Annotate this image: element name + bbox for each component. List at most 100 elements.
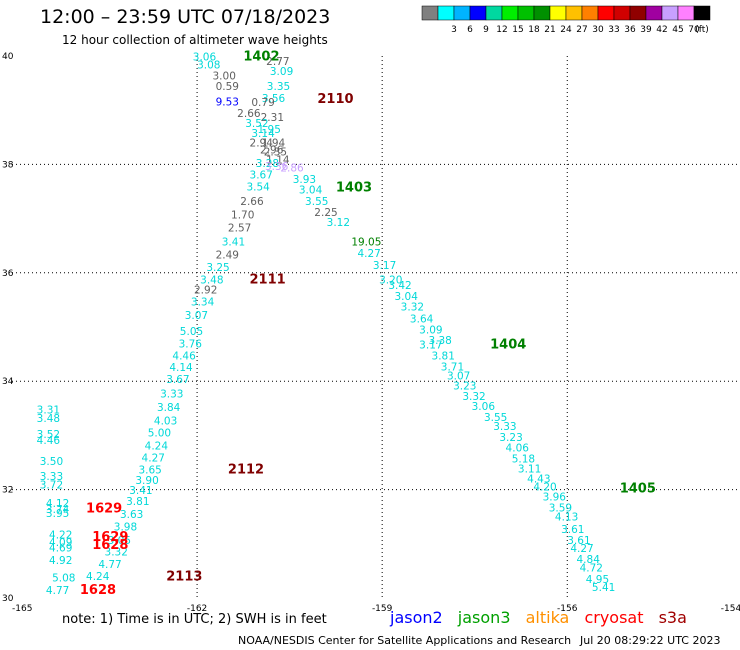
legend-tick-label: 24 (560, 25, 572, 35)
wave-height-value: 3.55 (484, 412, 507, 424)
wave-height-value: 3.06 (472, 401, 496, 413)
wave-height-value: 4.77 (46, 585, 69, 597)
wave-height-value: 3.52 (245, 118, 268, 130)
wave-height-value: 3.42 (388, 280, 411, 292)
wave-height-value: 4.14 (169, 362, 193, 374)
wave-height-value: 3.98 (114, 521, 137, 533)
legend-tick-label: 45 (672, 25, 683, 35)
legend-tick-label: 36 (624, 25, 636, 35)
lon-tick-label: -165 (12, 604, 32, 612)
page-subtitle: 12 hour collection of altimeter wave hei… (62, 33, 328, 47)
pass-time-label: 2113 (166, 570, 202, 585)
wave-height-value: 3.71 (441, 361, 464, 373)
wave-height-map: -165-162-159-156-153-1544038363432303.06… (2, 49, 740, 612)
legend-tick-label: 27 (576, 25, 587, 35)
pass-time-label: 2112 (228, 462, 264, 477)
credit-line: NOAA/NESDIS Center for Satellite Applica… (238, 634, 572, 647)
wave-height-value: 3.35 (267, 81, 290, 93)
wave-height-value: 3.12 (327, 217, 350, 229)
wave-height-value: 3.04 (299, 185, 323, 197)
wave-height-value: 3.11 (518, 463, 541, 475)
pass-time-label: 1405 (620, 481, 656, 496)
wave-height-value: 1.95 (258, 124, 281, 136)
wave-height-value: 3.31 (37, 405, 60, 417)
wave-height-value: 3.59 (549, 502, 572, 514)
wave-height-value: 2.96 (260, 145, 284, 157)
wave-height-value: 2.25 (314, 207, 337, 219)
legend-tick-label: 33 (608, 25, 619, 35)
legend-tick-label: 30 (592, 25, 604, 35)
wave-height-value: 3.67 (166, 374, 189, 386)
legend-tick-label: 12 (496, 25, 507, 35)
wave-height-value: 3.07 (447, 371, 470, 383)
wave-height-value: 3.48 (37, 413, 60, 425)
wave-height-value: 3.55 (305, 196, 328, 208)
wave-height-value: 3.84 (157, 402, 181, 414)
lat-tick-label: 34 (2, 377, 14, 387)
satellite-jason3: jason3 (457, 608, 511, 627)
legend-swatch (693, 5, 711, 21)
wave-height-value: 4.43 (527, 474, 550, 486)
lat-tick-label: 30 (2, 594, 14, 604)
satellite-cryosat: cryosat (584, 608, 644, 627)
legend-tick-label: 9 (483, 25, 489, 35)
wave-height-value: 3.64 (410, 314, 434, 326)
wave-height-value: 2.86 (280, 162, 304, 174)
wave-height-value: 3.32 (462, 391, 485, 403)
wave-height-value: 3.61 (567, 535, 590, 547)
page-title: 12:00 – 23:59 UTC 07/18/2023 (40, 6, 331, 28)
pass-time-label: 2110 (317, 92, 353, 107)
legend-tick-label: 18 (528, 25, 540, 35)
legend-tick-label: 39 (640, 25, 652, 35)
wave-height-value: 3.04 (395, 291, 419, 303)
wave-height-value: 4.27 (357, 248, 380, 260)
wave-height-value: 3.96 (543, 491, 567, 503)
wave-height-value: 3.09 (270, 66, 293, 78)
wave-height-value: 3.08 (197, 59, 220, 71)
wave-height-value: 4.24 (86, 571, 110, 583)
wave-height-value: 4.06 (506, 443, 530, 455)
wave-height-value: 2.94 (250, 138, 274, 150)
wave-height-value: 5.08 (52, 573, 75, 585)
wave-height-value: 2.57 (228, 223, 251, 235)
lat-tick-label: 36 (2, 269, 14, 279)
wave-height-value: 3.52 (37, 429, 60, 441)
wave-height-value: 2.66 (237, 108, 261, 120)
wave-height-value: 3.56 (262, 93, 286, 105)
wave-height-value: 2.49 (216, 250, 239, 262)
wave-height-value: 3.63 (120, 509, 143, 521)
generated-timestamp: Jul 20 08:29:22 UTC 2023 (580, 634, 721, 647)
wave-height-value: 4.27 (570, 543, 593, 555)
wave-height-value: 1.70 (231, 210, 254, 222)
wave-height-value: 3.41 (222, 237, 245, 249)
wave-height-value: 3.25 (206, 262, 229, 274)
wave-height-value: 5.05 (180, 326, 203, 338)
wave-height-value: 3.95 (46, 508, 69, 520)
wave-height-value: 3.07 (185, 310, 208, 322)
lat-tick-label: 32 (2, 486, 13, 496)
wave-height-value: 3.48 (200, 275, 223, 287)
wave-height-value: 3.17 (419, 340, 442, 352)
wave-height-value: 3.61 (561, 524, 584, 536)
wave-height-value: 3.09 (419, 325, 442, 337)
wave-height-value: 5.00 (148, 427, 171, 439)
wave-height-value: 9.53 (216, 96, 239, 108)
wave-height-value: 4.09 (49, 537, 72, 549)
pass-time-label: 1404 (490, 338, 526, 353)
lat-tick-label: 40 (2, 52, 14, 62)
wave-height-value: 1.14 (266, 154, 290, 166)
pass-time-label: 1403 (336, 181, 372, 196)
wave-height-value: 4.27 (142, 452, 165, 464)
wave-height-value: 5.18 (512, 454, 535, 466)
pass-time-label: 1628 (92, 538, 128, 553)
wave-height-value: 3.34 (191, 296, 215, 308)
pass-time-label: 1629 (86, 501, 122, 516)
lon-tick-label: -162 (187, 604, 207, 612)
wave-height-value: 3.50 (40, 456, 63, 468)
wave-height-value: 2.77 (266, 56, 289, 68)
wave-height-value: 3.23 (499, 432, 522, 444)
satellite-legend: jason2 jason3 altika cryosat s3a (390, 608, 697, 627)
wave-height-value: 3.93 (293, 174, 316, 186)
wave-height-value: 3.36 (265, 161, 289, 173)
wave-height-value: 4.13 (555, 511, 578, 523)
